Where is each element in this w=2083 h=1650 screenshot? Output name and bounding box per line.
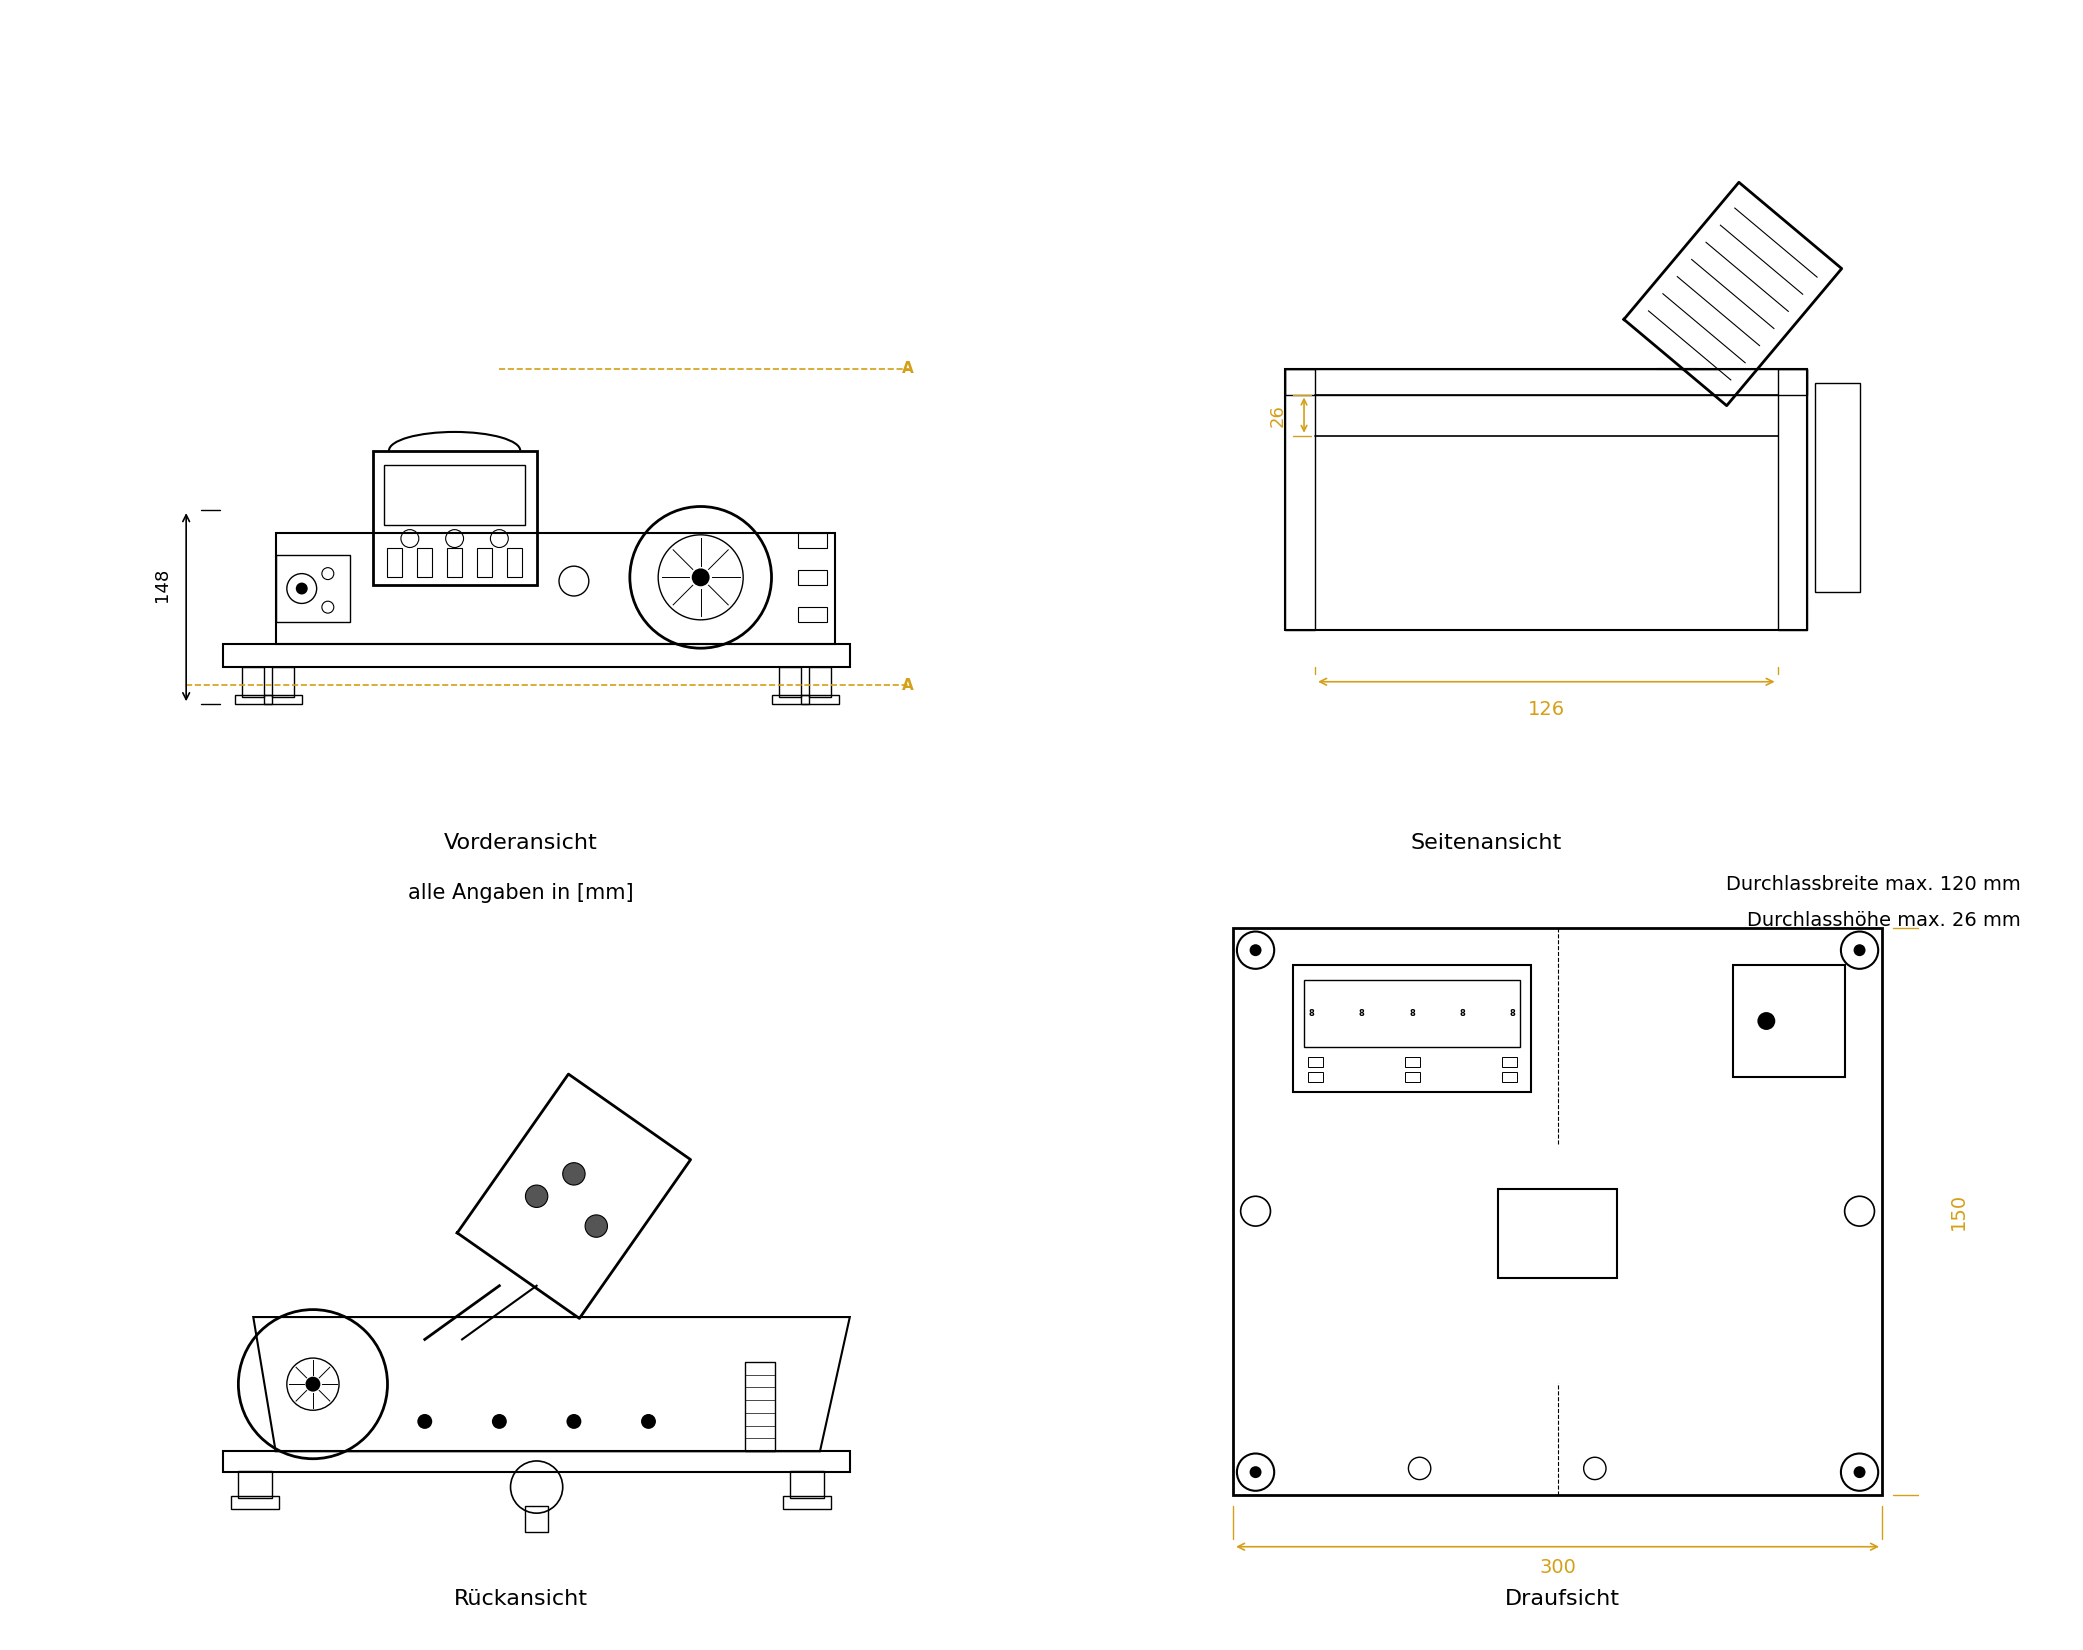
Bar bbox=[1814, 383, 1860, 592]
Circle shape bbox=[585, 1214, 608, 1238]
Bar bbox=[808, 667, 831, 696]
Circle shape bbox=[1854, 944, 1866, 955]
Circle shape bbox=[692, 568, 710, 586]
Text: Vorderansicht: Vorderansicht bbox=[444, 833, 598, 853]
Bar bbox=[242, 667, 265, 696]
Text: 8: 8 bbox=[1308, 1010, 1314, 1018]
Bar bbox=[477, 548, 492, 578]
Bar bbox=[1285, 368, 1808, 630]
Bar bbox=[783, 1497, 831, 1510]
Bar bbox=[417, 548, 433, 578]
Bar bbox=[383, 465, 525, 525]
Text: Rückansicht: Rückansicht bbox=[454, 1589, 587, 1609]
Text: 26: 26 bbox=[1269, 404, 1287, 427]
Circle shape bbox=[525, 1185, 548, 1208]
Text: Durchlassbreite max. 120 mm: Durchlassbreite max. 120 mm bbox=[1725, 874, 2021, 894]
Text: Seitenansicht: Seitenansicht bbox=[1410, 833, 1562, 853]
Circle shape bbox=[492, 1414, 506, 1429]
Bar bbox=[798, 569, 827, 584]
Bar bbox=[1777, 368, 1808, 630]
Text: 148: 148 bbox=[154, 568, 171, 602]
Circle shape bbox=[567, 1414, 581, 1429]
Text: 8: 8 bbox=[1358, 1010, 1364, 1018]
Bar bbox=[1285, 368, 1808, 394]
Text: 8: 8 bbox=[1410, 1010, 1414, 1018]
Bar bbox=[275, 533, 835, 645]
Text: alle Angaben in [mm]: alle Angaben in [mm] bbox=[408, 883, 633, 903]
Bar bbox=[525, 1506, 548, 1531]
Bar bbox=[798, 533, 827, 548]
Circle shape bbox=[1250, 1467, 1262, 1478]
Bar bbox=[798, 607, 827, 622]
Circle shape bbox=[417, 1414, 433, 1429]
Circle shape bbox=[1758, 1011, 1775, 1030]
Bar bbox=[802, 695, 839, 705]
Bar bbox=[1233, 927, 1881, 1495]
Text: 8: 8 bbox=[1510, 1010, 1516, 1018]
Text: 8: 8 bbox=[1460, 1010, 1464, 1018]
Text: Durchlasshöhe max. 26 mm: Durchlasshöhe max. 26 mm bbox=[1748, 911, 2021, 931]
Bar bbox=[1294, 965, 1531, 1092]
Text: 150: 150 bbox=[1950, 1193, 1968, 1229]
Bar bbox=[448, 548, 462, 578]
Circle shape bbox=[642, 1414, 656, 1429]
Circle shape bbox=[1854, 1467, 1866, 1478]
Bar bbox=[779, 667, 802, 696]
Circle shape bbox=[296, 582, 308, 594]
Bar bbox=[1308, 1072, 1323, 1082]
Text: A: A bbox=[902, 678, 914, 693]
Circle shape bbox=[562, 1163, 585, 1185]
Text: 126: 126 bbox=[1527, 700, 1564, 719]
Bar bbox=[273, 667, 294, 696]
Bar bbox=[1404, 1056, 1421, 1068]
Bar bbox=[231, 1497, 279, 1510]
Bar bbox=[265, 695, 302, 705]
Circle shape bbox=[1250, 944, 1262, 955]
Bar bbox=[237, 1470, 273, 1498]
Bar bbox=[1498, 1188, 1616, 1279]
Bar bbox=[373, 450, 537, 584]
Bar bbox=[387, 548, 402, 578]
Bar bbox=[223, 645, 850, 667]
Bar bbox=[223, 1452, 850, 1472]
Circle shape bbox=[306, 1376, 321, 1391]
Text: Draufsicht: Draufsicht bbox=[1504, 1589, 1621, 1609]
Bar bbox=[1733, 965, 1846, 1077]
Bar bbox=[1285, 368, 1314, 630]
Bar bbox=[746, 1361, 775, 1452]
Bar bbox=[1304, 980, 1521, 1048]
Bar bbox=[789, 1470, 823, 1498]
Bar bbox=[235, 695, 273, 705]
Bar bbox=[1404, 1072, 1421, 1082]
Bar bbox=[1502, 1056, 1516, 1068]
Bar bbox=[506, 548, 521, 578]
Bar bbox=[771, 695, 808, 705]
Bar bbox=[1502, 1072, 1516, 1082]
Bar bbox=[275, 554, 350, 622]
Text: 300: 300 bbox=[1539, 1558, 1577, 1577]
Bar bbox=[1308, 1056, 1323, 1068]
Text: A: A bbox=[902, 361, 914, 376]
